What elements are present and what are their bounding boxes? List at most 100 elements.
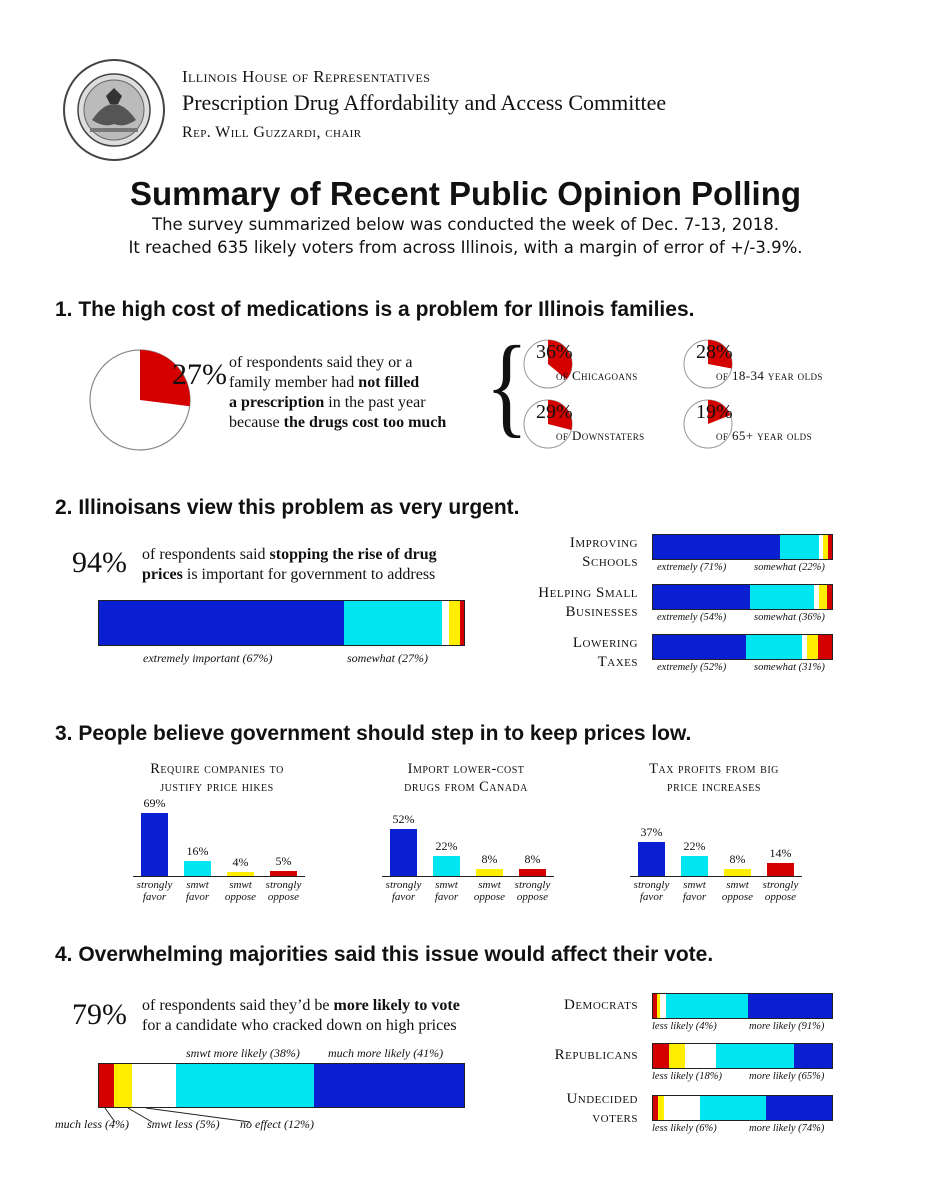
s2-main-label-1: extremely important (67%) — [143, 651, 273, 665]
s3-chart-1-bar-1 — [141, 813, 168, 876]
s3-chart-2-category-2: smwt favor — [423, 879, 470, 903]
s2-item-2-bar-segment-1 — [653, 585, 750, 609]
s4-item-2-bar-segment-5 — [794, 1044, 832, 1068]
s3-chart-2-value-4: 8% — [524, 851, 541, 866]
s3-chart-2-category-4: strongly oppose — [509, 879, 556, 903]
s2-item-2-legend-2: somewhat (36%) — [754, 612, 825, 623]
s3-chart-3-category-3-line-2: oppose — [721, 891, 754, 903]
s4-item-3-bar — [652, 1095, 833, 1121]
s3-chart-1-category-1: strongly favor — [131, 879, 178, 903]
s3-chart-2-axis — [382, 876, 554, 877]
s4-text-2: for a candidate who cracked down on high… — [142, 1017, 457, 1034]
s2-main-pct: 94% — [72, 546, 127, 579]
s3-chart-1-category-3-line-2: oppose — [224, 891, 257, 903]
header-committee: Prescription Drug Affordability and Acce… — [182, 90, 667, 115]
s3-chart-3-category-1-line-2: favor — [639, 891, 664, 903]
s1-text-2b: not filled — [358, 374, 420, 391]
s4-item-2-legend-1: less likely (18%) — [652, 1071, 722, 1082]
s3-chart-2-value-2: 22% — [435, 838, 458, 853]
s4-main-bar-segment-2 — [113, 1064, 132, 1107]
s3-chart-2-category-3-line-2: oppose — [473, 891, 506, 903]
s1-text-2: family member had not filled — [229, 373, 489, 393]
s2-main-bar-segment-1 — [99, 601, 344, 645]
s4-item-3-label: Undecided voters — [500, 1090, 638, 1128]
s3-chart-2-category-3-line-1: smwt — [478, 879, 501, 891]
s2-text-2a: prices — [142, 566, 183, 583]
s4-item-3-bar-segment-5 — [765, 1096, 832, 1120]
group-pie-1-slice — [548, 340, 572, 380]
s3-chart-1-category-1-line-1: strongly — [136, 879, 173, 891]
s4-item-2-label: Republicans — [500, 1046, 638, 1065]
s2-item-3-label-1: Lowering — [572, 635, 638, 651]
s4-item-1-bar-segment-4 — [665, 994, 748, 1018]
s3-chart-3-title-1: Tax profits from big — [649, 761, 779, 777]
group-pie-4-slice — [708, 400, 731, 424]
s3-chart-1-value-2: 16% — [186, 844, 209, 859]
group-3-label: of Downstaters — [556, 428, 645, 443]
group-pie-4 — [683, 399, 733, 449]
group-pie-2 — [683, 339, 733, 389]
s3-chart-1-category-4-line-1: strongly — [265, 879, 302, 891]
s4-text-1a: of respondents said they’d be — [142, 997, 334, 1014]
s2-item-2-bar — [652, 584, 833, 610]
s3-chart-2-category-2-line-2: favor — [434, 891, 459, 903]
s4-bottom-label-1: much less (4%) — [55, 1117, 129, 1131]
group-2-pct: 28% — [696, 341, 733, 363]
s3-chart-2-bar-4 — [519, 868, 546, 876]
s3-chart-1-value-3: 4% — [232, 855, 249, 870]
s3-chart-3-bar-2 — [681, 855, 708, 876]
s2-item-1-bar-segment-1 — [653, 535, 781, 559]
s3-chart-2-category-1: strongly favor — [380, 879, 427, 903]
group-4-pct: 19% — [696, 401, 733, 423]
s3-chart-3-category-1: strongly favor — [628, 879, 675, 903]
s3-chart-2-category-1-line-1: strongly — [385, 879, 422, 891]
s3-chart-3-category-2: smwt favor — [671, 879, 718, 903]
s4-item-3-bar-segment-4 — [699, 1096, 766, 1120]
s2-item-3-bar-segment-4 — [806, 635, 818, 659]
s2-item-3-bar-segment-5 — [817, 635, 832, 659]
s2-item-2-bar-segment-3 — [814, 585, 820, 609]
s4-item-3-label-1: Undecided — [566, 1091, 638, 1107]
s1-text-4a: because — [229, 414, 284, 431]
s2-text-block: of respondents said stopping the rise of… — [142, 545, 502, 585]
s3-chart-1-bar-3 — [227, 872, 254, 876]
s2-item-1-bar-segment-2 — [780, 535, 820, 559]
s1-text-3a: a prescription — [229, 394, 325, 411]
s3-chart-1-value-1: 69% — [143, 796, 166, 810]
s4-item-1-legend-1: less likely (4%) — [652, 1021, 717, 1032]
s4-text-1b: more likely to vote — [333, 997, 460, 1014]
header-chair: Rep. Will Guzzardi, chair — [182, 124, 362, 141]
s2-item-2-label-2: Businesses — [565, 604, 638, 620]
s2-item-3-bar-segment-3 — [801, 635, 807, 659]
s3-chart-1-category-1-line-2: favor — [142, 891, 167, 903]
group-1-pct: 36% — [536, 341, 573, 363]
s3-chart-1-category-4-line-2: oppose — [267, 891, 300, 903]
s3-chart-2-bar-1 — [390, 828, 417, 876]
s4-item-1-bar-segment-3 — [660, 994, 666, 1018]
s3-chart-2-category-2-line-1: smwt — [435, 879, 458, 891]
s3-chart-1-category-3: smwt oppose — [217, 879, 264, 903]
s4-main-bar-segment-1 — [99, 1064, 114, 1107]
s3-chart-3-category-2-line-2: favor — [682, 891, 707, 903]
s2-main-label-2: somewhat (27%) — [347, 651, 428, 665]
s3-chart-1-title-2: justify price hikes — [160, 779, 274, 795]
s2-item-1-label-2: Schools — [582, 554, 638, 570]
group-4-label: of 65+ year olds — [716, 428, 812, 443]
s1-text-block: of respondents said they or a family mem… — [229, 353, 489, 433]
s2-item-1-label-1: Improving — [569, 535, 638, 551]
s4-item-3-bar-segment-1 — [653, 1096, 659, 1120]
s1-text-3: a prescription in the past year — [229, 393, 489, 413]
group-pie-2-slice — [708, 340, 732, 369]
s2-text-1b: stopping the rise of drug — [269, 546, 437, 563]
s2-text-1a: of respondents said — [142, 546, 270, 563]
s2-item-2-legend-1: extremely (54%) — [657, 612, 727, 623]
s3-chart-2-value-3: 8% — [481, 851, 498, 866]
s3-chart-2-category-3: smwt oppose — [466, 879, 513, 903]
s4-item-2-bar-segment-4 — [715, 1044, 795, 1068]
s2-main-bar-segment-2 — [343, 601, 443, 645]
s2-item-1-bar-segment-4 — [823, 535, 829, 559]
page-title: Summary of Recent Public Opinion Polling — [129, 175, 802, 212]
s4-main-pct: 79% — [72, 998, 127, 1031]
s4-item-3-bar-segment-2 — [658, 1096, 664, 1120]
s1-text-1: of respondents said they or a — [229, 354, 413, 371]
